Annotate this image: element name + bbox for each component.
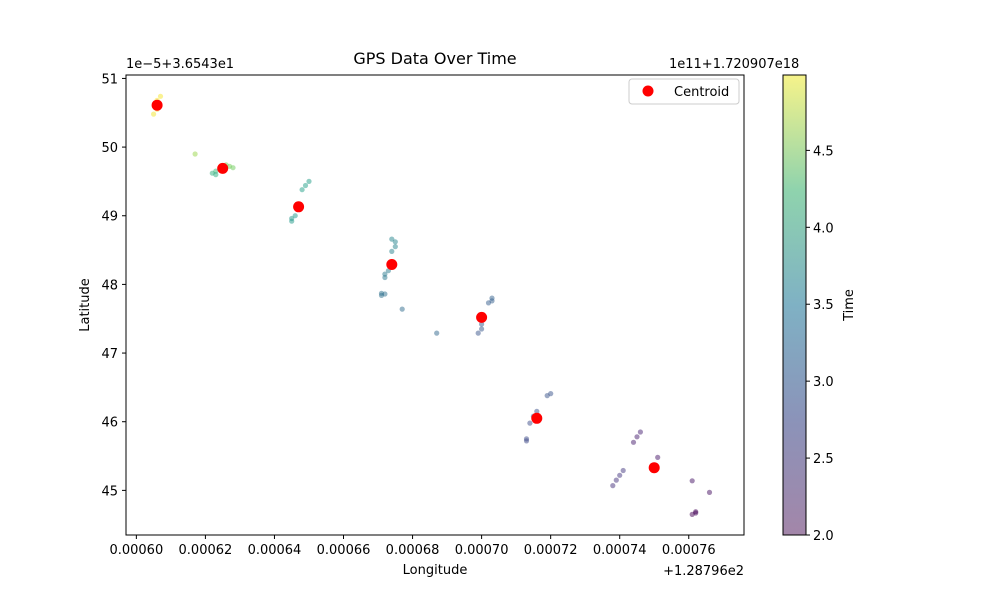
y-tick-label: 51 [101, 72, 118, 87]
gps-point [434, 330, 440, 336]
x-tick-label: 0.00060 [109, 543, 163, 558]
colorbar-tick-label: 2.0 [813, 529, 834, 544]
gps-point [527, 420, 533, 426]
gps-point [192, 151, 198, 157]
colorbar-tick-label: 3.0 [813, 375, 834, 390]
centroid-point [476, 311, 488, 323]
gps-point [479, 326, 485, 332]
gps-point [706, 489, 713, 495]
gps-point [213, 172, 219, 178]
x-tick-label: 0.00070 [455, 543, 509, 558]
gps-point [630, 439, 637, 445]
x-tick-label: 0.00068 [386, 543, 440, 558]
chart-title: GPS Data Over Time [353, 49, 516, 68]
colorbar-tick-label: 3.5 [813, 298, 834, 313]
plot-area-frame [125, 74, 745, 536]
centroid-point [648, 462, 660, 474]
gps-point [230, 165, 236, 171]
gps-point [689, 511, 695, 517]
y-tick-label: 45 [101, 484, 118, 499]
legend-centroid-label: Centroid [674, 85, 729, 100]
gps-point [610, 483, 616, 489]
x-tick-label: 0.00074 [593, 543, 647, 558]
centroid-point [217, 162, 229, 174]
centroid-point [293, 201, 305, 213]
colorbar-tick-label: 4.0 [813, 221, 834, 236]
gps-point [689, 478, 695, 484]
x-offset-label: +1.28796e2 [663, 564, 744, 579]
y-tick-label: 47 [101, 347, 118, 362]
gps-point [637, 429, 644, 435]
centroid-point [151, 99, 163, 111]
legend: Centroid [628, 78, 740, 105]
gps-point [479, 321, 485, 327]
gps-point [382, 274, 388, 281]
gps-point [399, 306, 405, 312]
x-tick-label: 0.00064 [248, 543, 302, 558]
x-axis-label: Longitude [403, 563, 468, 578]
gps-point [534, 408, 540, 414]
centroid-point [386, 259, 398, 270]
gps-point [485, 300, 492, 306]
centroid-point [531, 412, 543, 424]
gps-point [378, 292, 385, 298]
gps-point [389, 248, 395, 254]
y-axis-label: Latitude [78, 278, 93, 332]
gps-point [634, 434, 640, 440]
gps-point [613, 477, 619, 483]
gps-point [292, 213, 298, 219]
gps-point [544, 393, 550, 399]
colorbar-offset-label: 1e11+1.720907e18 [669, 57, 799, 72]
colorbar-tick-label: 4.5 [813, 144, 834, 159]
x-tick-label: 0.00062 [179, 543, 233, 558]
gps-point [306, 178, 312, 184]
gps-point [617, 472, 623, 478]
gps-point [302, 182, 309, 189]
y-offset-label: 1e−5+3.6543e1 [126, 57, 234, 72]
gps-point [655, 454, 661, 460]
legend-centroid-marker [642, 85, 654, 97]
y-tick-label: 50 [101, 141, 118, 156]
x-tick-label: 0.00076 [662, 543, 716, 558]
legend-box [628, 78, 740, 105]
gps-point [392, 244, 398, 250]
gps-point [389, 236, 395, 242]
colorbar [782, 74, 807, 536]
gps-point [475, 330, 481, 336]
y-tick-label: 48 [101, 278, 118, 293]
x-axis-ticks: 0.00060 0.00062 0.00064 0.00066 0.00068 0.000… [109, 535, 716, 558]
y-tick-label: 46 [101, 416, 118, 431]
y-axis-ticks: 45 46 47 48 49 50 51 [101, 72, 126, 499]
colorbar-ticks: 2.0 2.5 3.0 3.5 4.0 4.5 [806, 144, 834, 544]
centroid-markers [151, 99, 660, 474]
x-tick-label: 0.00066 [317, 543, 371, 558]
colorbar-tick-label: 2.5 [813, 452, 834, 467]
colorbar-label: Time [842, 289, 857, 322]
y-tick-label: 49 [101, 210, 118, 225]
gps-point [289, 215, 295, 222]
gps-point [523, 438, 530, 444]
gps-point [620, 467, 626, 474]
gps-point [151, 111, 157, 117]
gps-point [157, 93, 164, 99]
gps-point [299, 187, 305, 193]
gps-point [392, 239, 398, 245]
plot-points [151, 93, 713, 517]
x-tick-label: 0.00072 [524, 543, 578, 558]
